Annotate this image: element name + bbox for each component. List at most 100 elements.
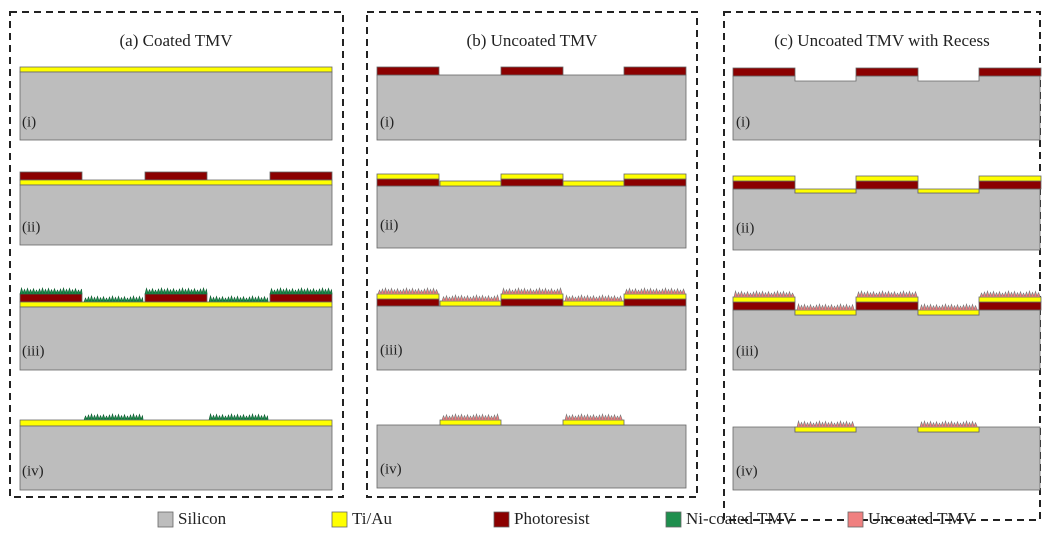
step-label: (ii) <box>736 220 754 236</box>
step-label: (i) <box>22 114 36 130</box>
ni-coated-tmv <box>209 414 268 420</box>
ti-au-layer <box>20 302 332 307</box>
photoresist <box>624 299 686 306</box>
photoresist <box>377 179 439 186</box>
step-label: (iii) <box>736 343 759 359</box>
photoresist <box>979 68 1041 76</box>
ti-au-layer <box>918 427 979 432</box>
silicon <box>733 189 1040 250</box>
legend-label: Uncoated TMV <box>868 509 976 528</box>
uncoated-tmv <box>565 295 622 301</box>
photoresist <box>145 294 207 302</box>
photoresist <box>377 67 439 75</box>
ti-au-layer <box>795 189 856 193</box>
panel-title: (a) Coated TMV <box>120 31 234 50</box>
panel-title: (b) Uncoated TMV <box>467 31 599 50</box>
uncoated-tmv <box>980 291 1040 297</box>
ti-au-layer <box>440 181 501 186</box>
silicon <box>377 186 686 248</box>
ti-au-layer <box>795 427 856 432</box>
silicon <box>733 427 1040 490</box>
photoresist <box>856 302 918 310</box>
photoresist <box>501 67 563 75</box>
ti-au-layer <box>20 180 332 185</box>
photoresist <box>856 181 918 189</box>
step-label: (iv) <box>22 463 44 479</box>
step-label: (iii) <box>22 343 45 359</box>
step-label: (iv) <box>380 461 402 477</box>
ti-au-layer <box>856 176 918 181</box>
photoresist <box>733 181 795 189</box>
photoresist <box>979 302 1041 310</box>
legend-swatch <box>494 512 509 527</box>
photoresist <box>624 179 686 186</box>
step-label: (i) <box>736 114 750 130</box>
photoresist <box>733 302 795 310</box>
ti-au-layer <box>563 301 624 306</box>
silicon <box>377 75 686 140</box>
ti-au-layer <box>733 297 795 302</box>
uncoated-tmv <box>442 295 499 301</box>
step-label: (ii) <box>22 219 40 235</box>
photoresist <box>20 172 82 180</box>
silicon <box>20 426 332 490</box>
legend-label: Ni-coated TMV <box>686 509 795 528</box>
uncoated-tmv <box>625 288 685 294</box>
ti-au-layer <box>979 176 1041 181</box>
ni-coated-tmv <box>20 288 82 294</box>
ni-coated-tmv <box>84 414 143 420</box>
step-label: (i) <box>380 114 394 130</box>
uncoated-tmv <box>857 291 917 297</box>
ti-au-layer <box>624 174 686 179</box>
uncoated-tmv <box>920 421 977 427</box>
step-label: (ii) <box>380 217 398 233</box>
diagram: (a) Coated TMV (i) (ii) (iii) (iv) (b) Uncoat… <box>0 0 1043 538</box>
ti-au-layer <box>501 294 563 299</box>
ti-au-layer <box>733 176 795 181</box>
ti-au-layer <box>377 294 439 299</box>
ti-au-layer <box>979 297 1041 302</box>
uncoated-tmv <box>502 288 562 294</box>
ni-coated-tmv <box>270 288 332 294</box>
photoresist <box>270 172 332 180</box>
panel-title: (c) Uncoated TMV with Recess <box>774 31 990 50</box>
silicon <box>20 307 332 370</box>
photoresist <box>377 299 439 306</box>
silicon <box>377 425 686 488</box>
silicon <box>20 72 332 140</box>
photoresist <box>624 67 686 75</box>
photoresist <box>270 294 332 302</box>
legend-swatch <box>158 512 173 527</box>
ti-au-layer <box>856 297 918 302</box>
photoresist <box>979 181 1041 189</box>
ti-au-layer <box>440 420 501 425</box>
ti-au-layer <box>563 181 624 186</box>
ti-au-layer <box>377 174 439 179</box>
step-label: (iii) <box>380 342 403 358</box>
ti-au-layer <box>440 301 501 306</box>
ni-coated-tmv <box>145 288 207 294</box>
legend-label: Silicon <box>178 509 227 528</box>
ti-au-layer <box>20 420 332 426</box>
photoresist <box>501 299 563 306</box>
silicon <box>733 310 1040 370</box>
photoresist <box>20 294 82 302</box>
legend-swatch <box>332 512 347 527</box>
silicon <box>733 76 1040 140</box>
ti-au-layer <box>563 420 624 425</box>
uncoated-tmv <box>734 291 794 297</box>
legend-swatch <box>848 512 863 527</box>
ti-au-layer <box>918 310 979 315</box>
ti-au-layer <box>20 67 332 72</box>
ti-au-layer <box>501 174 563 179</box>
photoresist <box>733 68 795 76</box>
ni-coated-tmv <box>209 296 268 302</box>
uncoated-tmv <box>442 414 499 420</box>
ti-au-layer <box>624 294 686 299</box>
legend-label: Ti/Au <box>352 509 393 528</box>
step-label: (iv) <box>736 463 758 479</box>
uncoated-tmv <box>920 304 977 310</box>
page: {"panels": [ {"title": "(a) Coated TMV",… <box>0 0 1043 538</box>
ti-au-layer <box>795 310 856 315</box>
photoresist <box>501 179 563 186</box>
